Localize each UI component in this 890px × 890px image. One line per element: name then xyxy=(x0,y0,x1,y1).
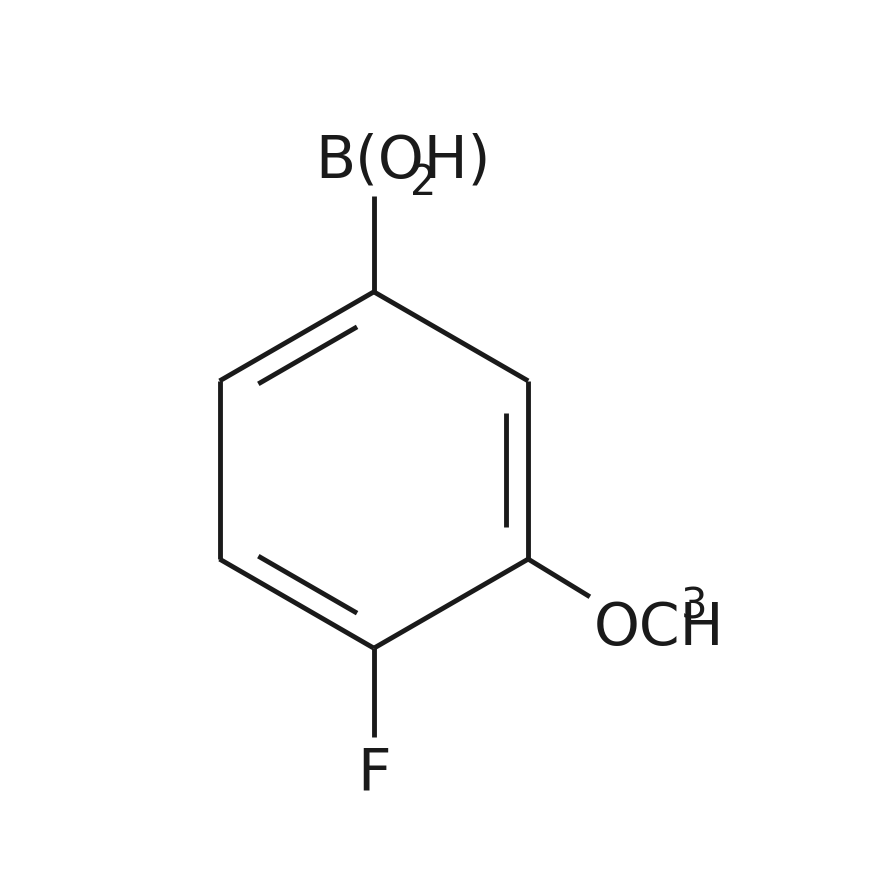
Text: 3: 3 xyxy=(681,585,708,627)
Text: F: F xyxy=(357,746,391,803)
Text: OCH: OCH xyxy=(594,600,724,657)
Text: B(OH): B(OH) xyxy=(316,132,491,189)
Text: 2: 2 xyxy=(410,162,437,204)
